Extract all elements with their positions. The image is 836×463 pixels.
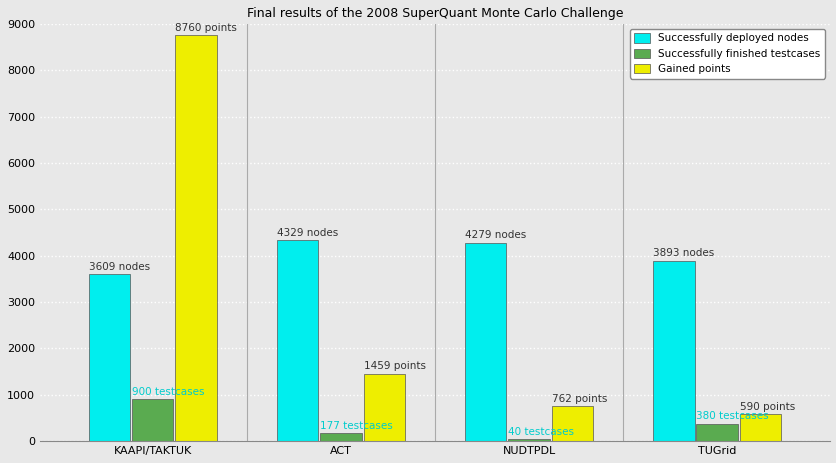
Bar xyxy=(132,400,173,441)
Text: 590 points: 590 points xyxy=(739,401,794,412)
Bar xyxy=(176,35,217,441)
Text: 3609 nodes: 3609 nodes xyxy=(89,262,150,271)
Text: 8760 points: 8760 points xyxy=(176,23,237,33)
Text: 4279 nodes: 4279 nodes xyxy=(465,231,526,240)
Bar xyxy=(696,424,737,441)
Bar xyxy=(277,240,318,441)
Bar xyxy=(739,414,780,441)
Bar xyxy=(363,374,405,441)
Text: 40 testcases: 40 testcases xyxy=(507,427,573,437)
Bar xyxy=(89,274,130,441)
Text: 177 testcases: 177 testcases xyxy=(320,421,393,431)
Bar xyxy=(320,433,361,441)
Bar xyxy=(551,406,593,441)
Text: 380 testcases: 380 testcases xyxy=(696,411,768,421)
Bar xyxy=(652,261,694,441)
Text: 3893 nodes: 3893 nodes xyxy=(652,248,714,258)
Title: Final results of the 2008 SuperQuant Monte Carlo Challenge: Final results of the 2008 SuperQuant Mon… xyxy=(247,7,623,20)
Legend: Successfully deployed nodes, Successfully finished testcases, Gained points: Successfully deployed nodes, Successfull… xyxy=(630,29,823,79)
Bar xyxy=(465,243,506,441)
Text: 900 testcases: 900 testcases xyxy=(132,387,204,397)
Text: 1459 points: 1459 points xyxy=(363,361,425,371)
Bar xyxy=(507,439,549,441)
Text: 762 points: 762 points xyxy=(551,394,606,404)
Text: 4329 nodes: 4329 nodes xyxy=(277,228,338,238)
